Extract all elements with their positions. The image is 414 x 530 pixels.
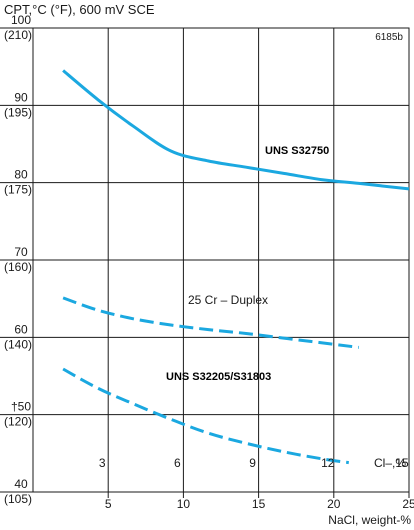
x-nacl-tick-label: 25	[402, 497, 414, 511]
y-tick-label: 40	[14, 477, 28, 491]
y-tick-label: 80	[14, 168, 28, 182]
x-nacl-tick-label: 15	[252, 497, 266, 511]
y-tick-sublabel: (140)	[4, 337, 32, 351]
y-tick-sublabel: (195)	[4, 105, 32, 119]
y-tick-sublabel: (160)	[4, 260, 32, 274]
x-nacl-tick-label: 5	[105, 497, 112, 511]
x-nacl-tick-label: 20	[327, 497, 341, 511]
x-chloride-tick-label: 3	[99, 456, 106, 470]
x-chloride-tick-label: 15	[395, 456, 409, 470]
y-tick-labels: 100(210)90(195)80(175)70(160)60(140)†50(…	[4, 13, 32, 506]
series-layer	[62, 69, 410, 465]
label-25cr-duplex: 25 Cr – Duplex	[188, 293, 268, 307]
series-line-1	[62, 69, 410, 191]
y-tick-label: 90	[14, 90, 28, 104]
grid	[0, 27, 409, 493]
y-tick-sublabel: (210)	[4, 28, 32, 42]
x-nacl-axis-label: NaCl, weight-%	[328, 513, 411, 527]
x-tick-labels: 3 6 9 12 15 5 10 15 20 25	[99, 456, 414, 511]
y-tick-sublabel: (105)	[4, 492, 32, 506]
y-tick-sublabel: (120)	[4, 415, 32, 429]
x-chloride-axis-label: Cl–,%	[374, 456, 406, 470]
label-uns-s32750: UNS S32750	[265, 145, 329, 157]
y-tick-label: 60	[14, 322, 28, 336]
x-chloride-tick-label: 9	[249, 456, 256, 470]
series-line-2	[62, 296, 360, 349]
series-line-3	[62, 367, 349, 465]
x-chloride-tick-label: 12	[321, 456, 335, 470]
label-uns-s32205: UNS S32205/S31803	[166, 371, 271, 383]
x-chloride-tick-label: 6	[174, 456, 181, 470]
y-tick-sublabel: (175)	[4, 183, 32, 197]
x-nacl-tick-label: 10	[177, 497, 191, 511]
y-tick-label: 70	[14, 245, 28, 259]
reference-code: 6185b	[375, 32, 403, 43]
y-tick-label: 100	[11, 13, 31, 27]
y-tick-label: †50	[11, 400, 31, 414]
chart-title: CPT,°C (°F), 600 mV SCE	[4, 2, 155, 17]
plot-frame	[32, 27, 410, 493]
